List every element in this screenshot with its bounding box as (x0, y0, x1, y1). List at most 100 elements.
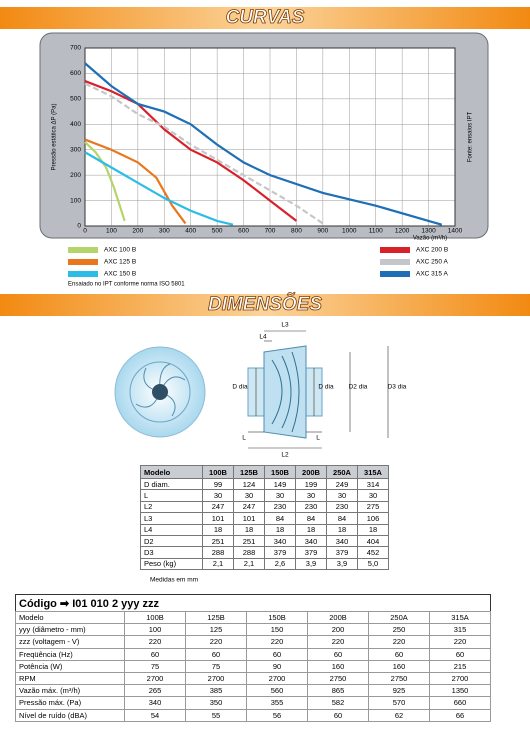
table-cell: 18 (264, 523, 296, 536)
y-tick-label: 200 (70, 172, 81, 179)
source-note: Fonte: ensaios IPT (468, 111, 474, 162)
table-cell: 200B (307, 610, 369, 625)
table-row: L3 101 101 84 84 84 106 (140, 512, 389, 525)
table-cell: 100B (202, 465, 234, 479)
curve (84, 80, 298, 222)
table-cell: 385 (185, 684, 247, 698)
fan-impeller (271, 351, 300, 433)
table-cell: 75 (124, 659, 186, 673)
x-tick-label: 1000 (342, 228, 357, 235)
table-cell: 379 (264, 546, 296, 559)
x-tick-label: 500 (212, 228, 223, 235)
table-cell: 101 (233, 512, 265, 525)
table-cell: 230 (264, 500, 296, 514)
table-cell: 265 (124, 684, 186, 698)
y-tick-label: 400 (70, 121, 81, 128)
table-cell: 30 (264, 489, 296, 502)
table-cell: 54 (124, 708, 186, 722)
y-tick-label: 600 (70, 70, 81, 77)
table-note: Medidas em mm (150, 577, 198, 584)
table-cell: 60 (307, 647, 369, 661)
dimension-label: D2 dia (349, 384, 368, 391)
table-row: L 30 30 30 30 30 30 (140, 489, 389, 502)
legend-label: AXC 200 B (416, 247, 448, 254)
legend-label: AXC 150 B (104, 271, 136, 278)
fan-ring (129, 361, 191, 423)
table-cell: 124 (233, 477, 265, 491)
dimension-label: L4 (259, 334, 267, 341)
table-cell: 160 (307, 659, 369, 673)
table-title-row: Código ➡ I01 010 2 yyy zzz (15, 594, 491, 612)
dimension-label: D dia (232, 384, 248, 391)
legend-swatch (380, 247, 410, 253)
legend-swatch (380, 271, 410, 277)
table-cell: 2700 (124, 671, 186, 686)
x-axis-label: Vazão (m³/h) (413, 236, 447, 242)
table-cell: 350 (185, 696, 247, 710)
table-cell: 149 (264, 477, 296, 491)
table-cell: 865 (307, 684, 369, 698)
table-cell: 101 (202, 512, 234, 525)
dimension-label: L2 (281, 452, 289, 459)
table-cell: 230 (295, 500, 327, 514)
table-row: zzz (voltagem - V) 220 220 220 220 220 220 (15, 635, 491, 649)
table-row: Vazão máx. (m³/h) 265 385 560 865 925 1350 (15, 684, 491, 698)
table-row: yyy (diâmetro - mm) 100 125 150 200 250 315 (15, 623, 491, 637)
table-cell: 379 (326, 546, 358, 559)
table-cell: 315A (429, 610, 491, 625)
legend-swatch (68, 247, 98, 253)
plot-frame (84, 47, 456, 227)
x-tick-label: 400 (185, 228, 196, 235)
table-row: L2 247 247 230 230 230 275 (140, 500, 389, 514)
table-cell: 90 (246, 659, 308, 673)
table-cell: 200B (295, 465, 327, 479)
table-cell: 249 (326, 477, 358, 491)
table-cell: 60 (307, 708, 369, 722)
table-cell: Nível de ruído (dBA) (15, 708, 125, 722)
table-cell: 247 (202, 500, 234, 514)
dimension-label: D dia (318, 384, 334, 391)
table-row: Peso (kg) 2,1 2,1 2,6 3,9 3,9 5,0 (140, 557, 389, 571)
table-cell: 84 (264, 512, 296, 525)
x-tick-label: 700 (265, 228, 276, 235)
y-tick-label: 0 (77, 223, 81, 230)
table-cell: 220 (368, 635, 430, 649)
table-cell: 2700 (246, 671, 308, 686)
dimension-label: L (242, 435, 246, 442)
legend-label: AXC 125 B (104, 259, 136, 266)
legend-label: AXC 250 A (416, 259, 448, 266)
table-cell: 30 (295, 489, 327, 502)
legend-label: AXC 100 B (104, 247, 136, 254)
table-cell: 100B (124, 610, 186, 625)
table-row: Modelo 100B 125B 150B 200B 250A 315A (140, 465, 389, 479)
fan-body (263, 345, 307, 439)
table-cell: 106 (357, 512, 389, 525)
table-cell: 1350 (429, 684, 491, 698)
table-cell: 340 (295, 534, 327, 548)
table-cell: 251 (202, 534, 234, 548)
table-row: RPM 2700 2700 2700 2750 2750 2700 (15, 671, 491, 686)
y-tick-label: 300 (70, 146, 81, 153)
table-cell: 100 (124, 623, 186, 637)
table-cell: 60 (429, 647, 491, 661)
x-tick-label: 100 (106, 228, 117, 235)
table-cell: 2,6 (264, 557, 296, 571)
table-row: Nível de ruído (dBA) 54 55 56 60 62 66 (15, 708, 491, 722)
table-cell: 230 (326, 500, 358, 514)
table-cell: 660 (429, 696, 491, 710)
table-cell: 560 (246, 684, 308, 698)
table-cell: 275 (357, 500, 389, 514)
table-cell: 160 (368, 659, 430, 673)
table-row: D diam. 99 124 149 199 249 314 (140, 477, 389, 491)
banner-bar (0, 294, 530, 316)
legend-swatch (68, 259, 98, 265)
table-cell: 250 (368, 623, 430, 637)
curve (84, 141, 126, 222)
y-tick-label: 500 (70, 96, 81, 103)
x-tick-label: 1400 (448, 228, 463, 235)
x-tick-label: 300 (159, 228, 170, 235)
table-cell: 99 (202, 477, 234, 491)
table-cell: 60 (185, 647, 247, 661)
table-cell: 355 (246, 696, 308, 710)
table-title: Código ➡ I01 010 2 yyy zzz (15, 594, 491, 612)
